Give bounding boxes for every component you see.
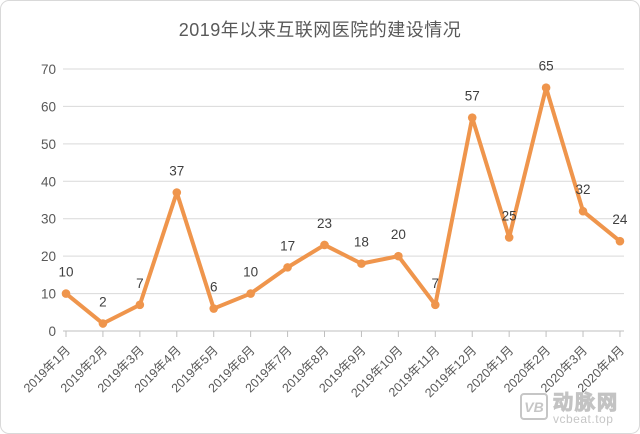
data-point	[394, 251, 403, 261]
y-tick-label: 30	[41, 212, 56, 227]
data-label: 20	[391, 227, 406, 242]
data-point	[357, 259, 366, 268]
y-tick-label: 20	[41, 249, 56, 264]
y-tick-label: 70	[41, 62, 56, 77]
data-label: 25	[502, 208, 517, 223]
data-label: 37	[169, 164, 184, 179]
data-point	[172, 188, 182, 197]
data-label: 2	[99, 295, 107, 310]
data-point	[541, 83, 551, 93]
data-label: 10	[58, 265, 73, 280]
y-tick-label: 10	[41, 287, 56, 302]
data-point	[504, 233, 514, 242]
data-point	[135, 300, 145, 310]
data-label: 17	[280, 238, 295, 253]
data-label: 7	[432, 276, 440, 291]
data-label: 65	[539, 59, 554, 74]
data-point	[209, 304, 219, 313]
data-point	[320, 240, 329, 250]
data-label: 24	[612, 212, 628, 227]
data-point	[246, 289, 255, 298]
chart-line	[64, 85, 622, 326]
data-point	[467, 113, 477, 122]
watermark-brand: 动脉网	[553, 392, 619, 414]
watermark-site: vcbeat.top	[553, 412, 614, 426]
data-label: 57	[465, 89, 480, 104]
data-label: 6	[210, 280, 218, 295]
y-tick-label: 60	[41, 99, 56, 114]
data-label: 7	[136, 276, 144, 291]
data-label: 32	[576, 182, 591, 197]
y-tick-label: 0	[48, 324, 56, 339]
data-point	[61, 289, 71, 298]
chart-title: 2019年以来互联网医院的建设情况	[178, 20, 462, 40]
data-point	[578, 206, 588, 216]
data-label: 18	[354, 235, 369, 250]
data-label: 23	[317, 216, 332, 231]
watermark: VB 动脉网 vcbeat.top	[520, 393, 619, 426]
data-label: 10	[243, 265, 258, 280]
data-point	[431, 300, 440, 310]
data-point	[615, 236, 625, 246]
data-point	[283, 263, 292, 272]
y-tick-label: 40	[41, 174, 56, 189]
vcbeat-logo-icon: VB	[520, 393, 548, 420]
y-tick-label: 50	[41, 137, 56, 152]
data-point	[98, 319, 108, 328]
